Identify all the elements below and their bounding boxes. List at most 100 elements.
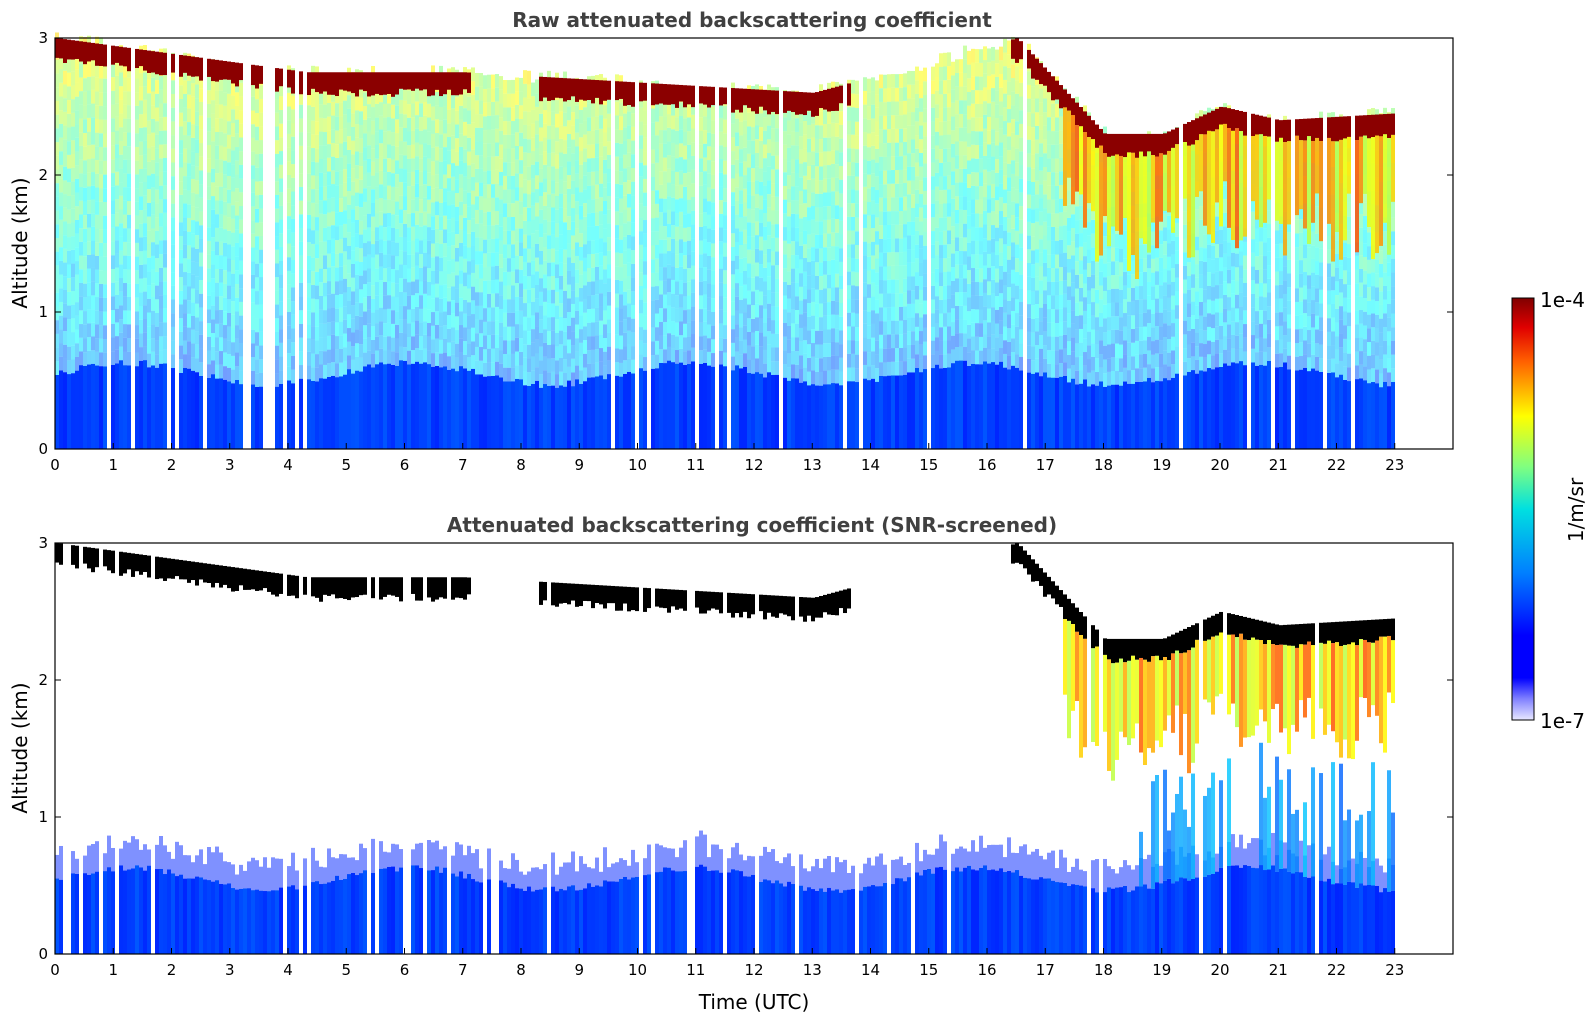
noise-cell (591, 212, 595, 227)
noise-cell (523, 193, 527, 208)
noise-cell (883, 102, 887, 116)
noise-cell (735, 296, 739, 311)
noise-cell (607, 223, 611, 238)
cloud-cell (351, 72, 355, 94)
noise-cell (99, 119, 103, 134)
cloud-cell (383, 72, 387, 95)
noise-cell (579, 96, 583, 110)
noise-cell (143, 154, 147, 169)
noise-cell (871, 228, 875, 242)
noise-cell (835, 342, 839, 356)
noise-cell (531, 82, 535, 97)
noise-cell (775, 196, 779, 211)
noise-cell (279, 233, 283, 247)
noise-cell (191, 206, 195, 221)
noise-cell (915, 326, 919, 341)
noise-cell (207, 268, 211, 283)
noise-cell (583, 161, 587, 176)
noise-cell (699, 213, 703, 227)
noise-cell (379, 239, 383, 253)
noise-cell (583, 189, 587, 204)
noise-cell (495, 197, 499, 212)
noise-cell (643, 178, 647, 193)
noise-cell (875, 313, 879, 328)
noise-cell (407, 104, 411, 118)
noise-cell (307, 310, 311, 325)
noise-cell (159, 254, 163, 268)
noise-cell (339, 102, 343, 117)
noise-cell (771, 265, 775, 279)
noise-cell (675, 158, 679, 172)
noise-cell (567, 202, 571, 217)
noise-cell (939, 258, 943, 273)
noise-cell (567, 229, 571, 244)
noise-cell (151, 201, 155, 215)
noise-cell (835, 232, 839, 247)
boundary-layer-cell (951, 363, 955, 449)
noise-cell (847, 216, 851, 231)
noise-cell (459, 283, 463, 298)
noise-cell (883, 74, 887, 89)
noise-cell (899, 183, 903, 198)
noise-cell (531, 178, 535, 193)
noise-cell (211, 319, 215, 334)
noise-cell (79, 132, 83, 146)
noise-cell (359, 330, 363, 345)
noise-cell (835, 218, 839, 233)
boundary-layer-cell (847, 381, 851, 449)
noise-cell (403, 155, 407, 170)
noise-cell (359, 138, 363, 153)
boundary-layer-cell (579, 383, 583, 449)
noise-cell (419, 295, 423, 309)
boundary-layer-cell (711, 366, 715, 449)
noise-cell (691, 334, 695, 348)
noise-cell (515, 159, 519, 174)
noise-cell (431, 243, 435, 258)
noise-cell (511, 134, 515, 149)
noise-cell (615, 142, 619, 157)
noise-cell (451, 135, 455, 150)
cloud-cell (679, 84, 683, 102)
noise-cell (487, 102, 491, 116)
noise-cell (307, 338, 311, 352)
noise-cell (171, 326, 175, 341)
boundary-layer-cell (551, 385, 555, 449)
noise-cell (335, 185, 339, 200)
noise-cell (527, 358, 531, 373)
heatmap-column (559, 77, 563, 449)
noise-cell (479, 155, 483, 169)
noise-cell (879, 334, 883, 349)
noise-cell (191, 261, 195, 275)
noise-cell (855, 245, 859, 259)
boundary-layer-cell (831, 383, 835, 449)
noise-cell (311, 134, 315, 149)
noise-cell (255, 263, 259, 278)
noise-cell (259, 249, 263, 264)
noise-cell (755, 344, 759, 359)
noise-cell (251, 124, 255, 138)
noise-cell (639, 354, 643, 369)
noise-cell (595, 212, 599, 226)
noise-cell (251, 179, 255, 193)
noise-cell (943, 244, 947, 259)
boundary-layer-cell (751, 373, 755, 449)
noise-cell (451, 341, 455, 355)
noise-cell (763, 322, 767, 337)
noise-cell (899, 74, 903, 88)
noise-cell (443, 297, 447, 312)
noise-cell (671, 197, 675, 212)
noise-cell (735, 283, 739, 297)
noise-cell (87, 172, 91, 187)
noise-cell (391, 90, 395, 105)
noise-cell (767, 303, 771, 318)
noise-cell (519, 91, 523, 106)
noise-cell (519, 297, 523, 311)
noise-cell (903, 128, 907, 142)
noise-cell (507, 175, 511, 190)
cloud-cell (215, 59, 219, 82)
noise-cell (815, 180, 819, 194)
heatmap-column (675, 84, 679, 449)
noise-cell (551, 344, 555, 359)
noise-cell (347, 177, 351, 192)
noise-cell (463, 341, 467, 355)
